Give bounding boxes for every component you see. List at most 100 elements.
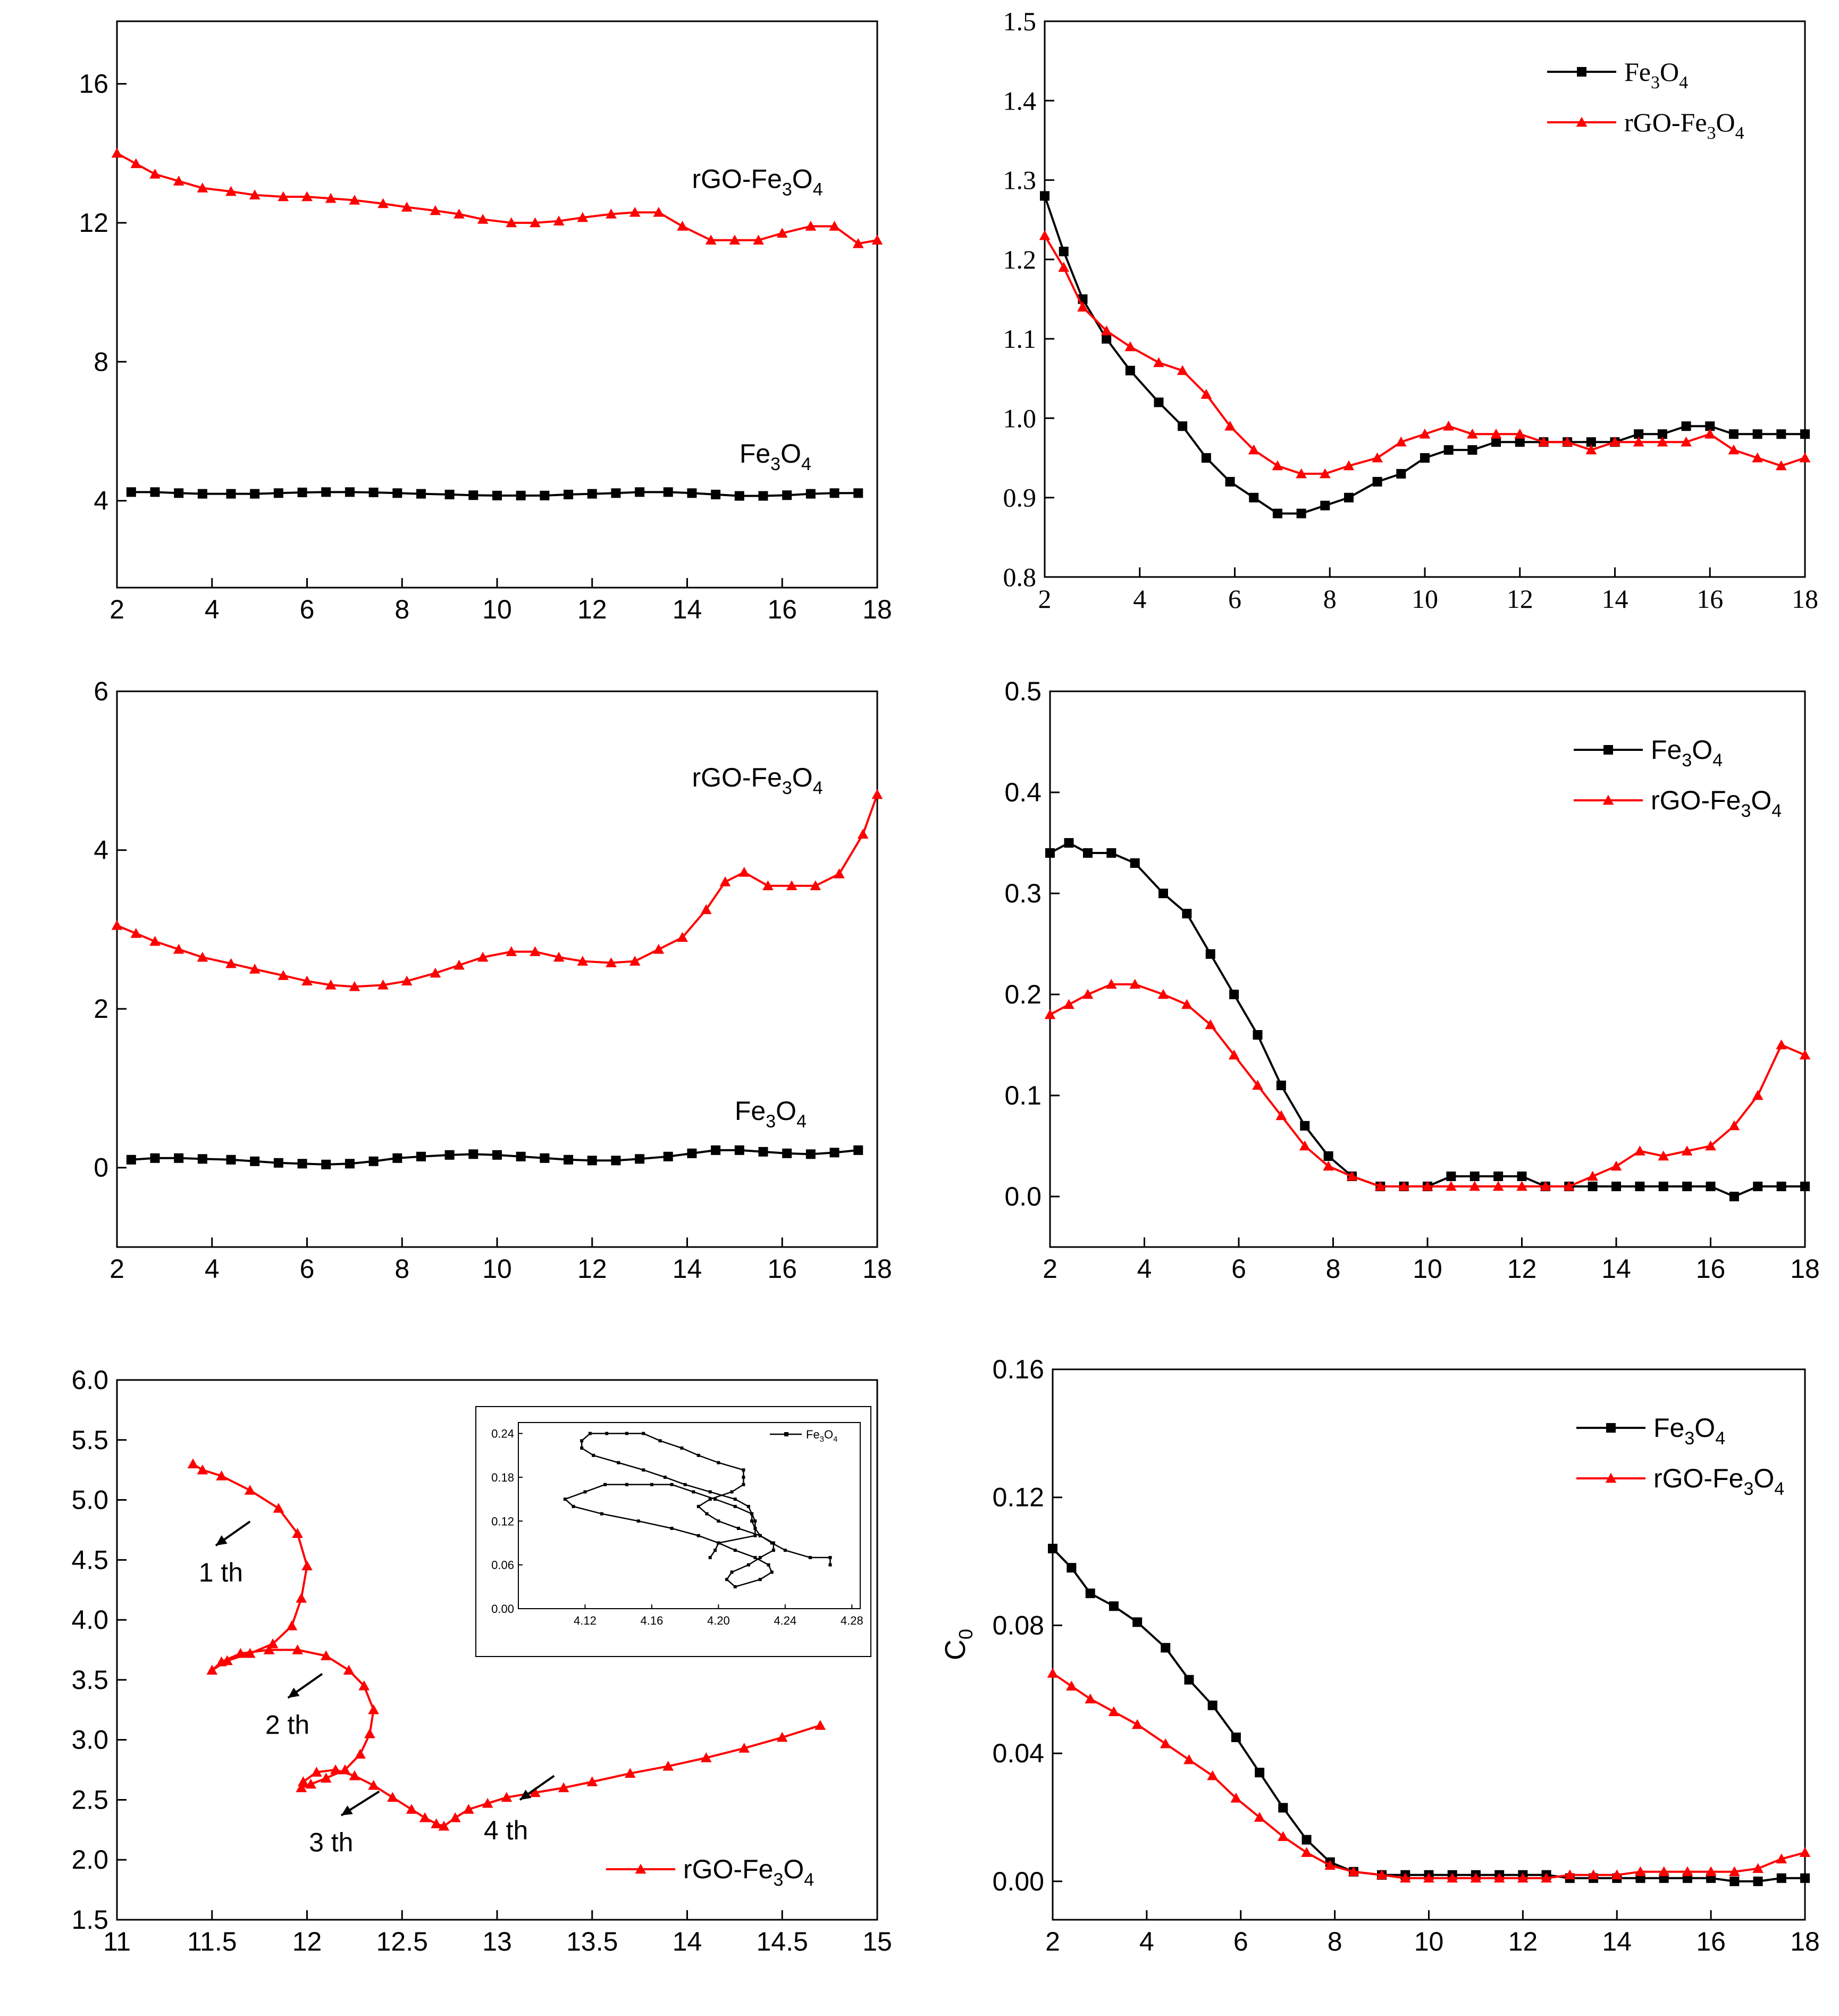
data-point-rgo — [1682, 1866, 1693, 1877]
data-point-rgo — [1275, 1110, 1287, 1120]
data-point-rgo — [358, 1680, 370, 1691]
data-point-rgo — [278, 191, 289, 202]
inset-data-point — [603, 1483, 607, 1486]
data-point-rgo — [1124, 341, 1136, 352]
data-point-fe3o4 — [392, 1153, 402, 1163]
data-point-rgo — [1082, 989, 1094, 999]
spiral-label: 1 th — [199, 1558, 243, 1587]
formula-sub: 4 — [804, 1870, 814, 1890]
x-tick-label: 18 — [862, 1254, 892, 1284]
y-tick-label: 0.04 — [993, 1738, 1044, 1768]
data-point-rgo — [1609, 436, 1620, 447]
x-tick-label: 10 — [1414, 1927, 1444, 1956]
data-point-fe3o4 — [829, 488, 839, 498]
x-tick-label: 4 — [205, 595, 220, 624]
x-tick-label: 12 — [292, 1927, 322, 1956]
data-point-fe3o4 — [1231, 1733, 1241, 1743]
x-tick-label: 12.5 — [376, 1927, 428, 1956]
formula-sub: 4 — [1715, 1428, 1725, 1449]
data-point-rgo — [1633, 436, 1644, 447]
x-tick-label: 12 — [1507, 584, 1533, 614]
formula-part: O — [1692, 735, 1712, 765]
data-point-rgo — [1467, 428, 1478, 439]
data-point-rgo — [1183, 1754, 1195, 1764]
data-point-rgo — [1514, 428, 1526, 439]
data-point-fe3o4 — [444, 489, 455, 499]
x-tick-label: 14 — [673, 595, 702, 624]
x-tick-label: 4 — [1133, 584, 1146, 614]
data-point-rgo — [267, 1638, 279, 1649]
data-point-rgo — [1561, 436, 1573, 447]
formula-sub: 3 — [1682, 750, 1692, 771]
data-point-rgo — [1516, 1181, 1527, 1191]
inset-data-point — [580, 1446, 584, 1450]
data-point-fe3o4 — [1109, 1601, 1119, 1611]
data-point-fe3o4 — [1067, 1563, 1077, 1573]
data-point-rgo — [244, 1647, 256, 1658]
x-tick-label: 18 — [862, 595, 892, 624]
data-point-fe3o4 — [1249, 492, 1259, 503]
series-line-rgo — [116, 152, 878, 245]
data-point-rgo — [1395, 436, 1407, 447]
inset-data-point — [771, 1541, 775, 1545]
data-point-fe3o4 — [1658, 1182, 1668, 1191]
x-tick-label: 12 — [1508, 1927, 1538, 1956]
x-tick-label: 4 — [205, 1254, 220, 1284]
data-point-rgo — [1541, 1872, 1552, 1883]
data-point-rgo — [419, 1812, 431, 1822]
inset-y-tick-label: 0.24 — [491, 1427, 514, 1441]
data-point-rgo — [705, 235, 717, 245]
data-point-rgo — [1205, 1019, 1216, 1030]
data-point-rgo — [1106, 978, 1117, 989]
data-point-rgo — [263, 1644, 275, 1654]
data-point-rgo — [301, 1560, 313, 1570]
data-point-fe3o4 — [468, 1149, 478, 1159]
data-point-fe3o4 — [1229, 990, 1239, 999]
inset-data-point — [733, 1585, 737, 1588]
data-point-rgo — [653, 943, 665, 954]
x-tick-label: 14 — [1602, 1927, 1632, 1956]
data-point-rgo — [1129, 978, 1141, 989]
y-tick-label: 0.3 — [1004, 879, 1042, 908]
data-point-rgo — [624, 1768, 636, 1778]
data-point-rgo — [1776, 1853, 1787, 1863]
formula-part: O — [824, 1428, 833, 1441]
formula-sub: 3 — [1741, 801, 1751, 821]
formula-sub: 3 — [766, 1111, 776, 1132]
x-tick-label: 14 — [673, 1254, 702, 1284]
data-point-rgo — [577, 212, 589, 222]
data-point-fe3o4 — [1706, 1182, 1716, 1191]
data-point-fe3o4 — [1776, 1182, 1786, 1191]
data-point-fe3o4 — [1132, 1617, 1143, 1627]
data-point-rgo — [1681, 1145, 1693, 1156]
formula-sub: 3 — [782, 778, 792, 798]
inset-data-point — [680, 1446, 684, 1450]
data-point-rgo — [401, 975, 413, 986]
series-annotation: Fe3O4 — [740, 439, 811, 474]
data-point-rgo — [438, 1820, 450, 1831]
data-point-rgo — [1588, 1869, 1599, 1880]
legend-marker — [1603, 745, 1613, 755]
data-point-rgo — [677, 221, 688, 231]
data-point-fe3o4 — [126, 487, 136, 497]
inset-data-point — [758, 1578, 762, 1582]
data-point-rgo — [330, 1764, 341, 1775]
formula-part: rGO-Fe — [692, 763, 782, 792]
data-point-rgo — [1039, 230, 1051, 240]
x-tick-label: 2 — [1038, 584, 1052, 614]
data-point-rgo — [1611, 1869, 1623, 1880]
inset-data-point — [733, 1504, 737, 1508]
inset-data-point — [625, 1432, 628, 1435]
inset-chart: 4.12 4.16 4.20 4.24 4.28 0.00 0.06 0.12 0.18 0.24… — [475, 1406, 871, 1657]
inset-x-tick-label: 4.16 — [641, 1614, 664, 1627]
data-point-fe3o4 — [611, 488, 621, 498]
formula-sub: 4 — [1771, 801, 1782, 821]
inset-data-point — [696, 1504, 700, 1508]
data-point-fe3o4 — [587, 1156, 597, 1166]
data-point-rgo — [368, 1780, 379, 1790]
y-tick-label: 5.0 — [71, 1485, 108, 1515]
data-point-rgo — [450, 1812, 461, 1822]
data-point-rgo — [320, 1650, 332, 1661]
inset-x-tick-label: 4.24 — [774, 1614, 796, 1627]
inset-data-point — [670, 1527, 674, 1530]
